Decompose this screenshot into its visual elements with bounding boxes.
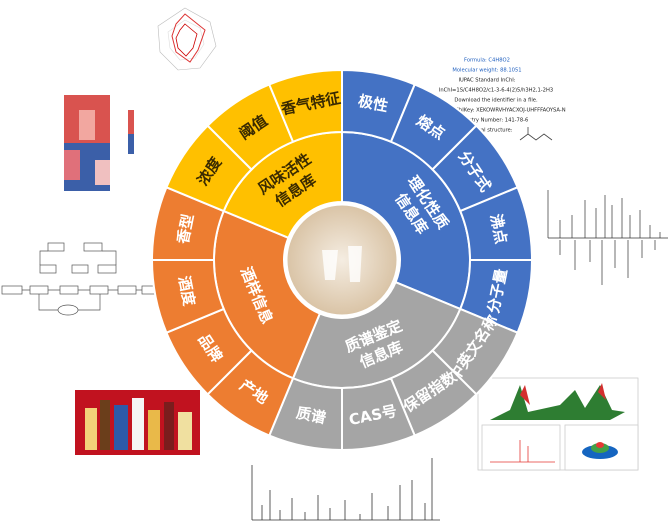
wheel: 极性熔点分子式沸点分子量理化性质信息库中英文名称保留指数CAS号质谱质谱鉴定信息… (150, 68, 534, 452)
radar-thumbnail (157, 7, 217, 71)
sector-outer (267, 68, 343, 144)
spirits-photo (75, 390, 200, 455)
flowchart-thumbnail (1, 242, 161, 316)
info-line: IUPAC Standard InChI: (458, 78, 515, 84)
item-label: 极性 (357, 92, 390, 116)
info-line: Formula: C4H8O2 (464, 58, 510, 64)
chromatogram-3d (477, 377, 639, 471)
compound-info: Formula: C4H8O2 Molecular weight: 88.1051… (408, 58, 565, 134)
info-line: Chemical structure: (461, 128, 512, 134)
info-line: IUPAC Standard InChIKey: XEKOWRVHYACXOJ-… (408, 108, 565, 114)
center-image (284, 202, 400, 318)
info-line: Molecular weight: 88.1051 (452, 68, 521, 74)
glass (322, 246, 362, 282)
item-label: 沸点 (487, 212, 511, 245)
heatmap-thumbnail (64, 95, 134, 191)
item-label: 香型 (174, 212, 198, 245)
mass-spectrum-right (547, 190, 668, 285)
mass-spectrum-bottom (251, 458, 440, 521)
item-label: 质谱 (295, 404, 328, 428)
info-line: CAS Registry Number: 141-78-6 (446, 118, 529, 124)
info-line: Download the identifier in a file. (454, 98, 538, 104)
info-line: InChI=1S/C4H8O2/c1-3-6-4(2)5/h3H2,1-2H3 (439, 88, 553, 94)
item-label: 酒度 (175, 274, 199, 308)
structure-icon (519, 127, 553, 141)
